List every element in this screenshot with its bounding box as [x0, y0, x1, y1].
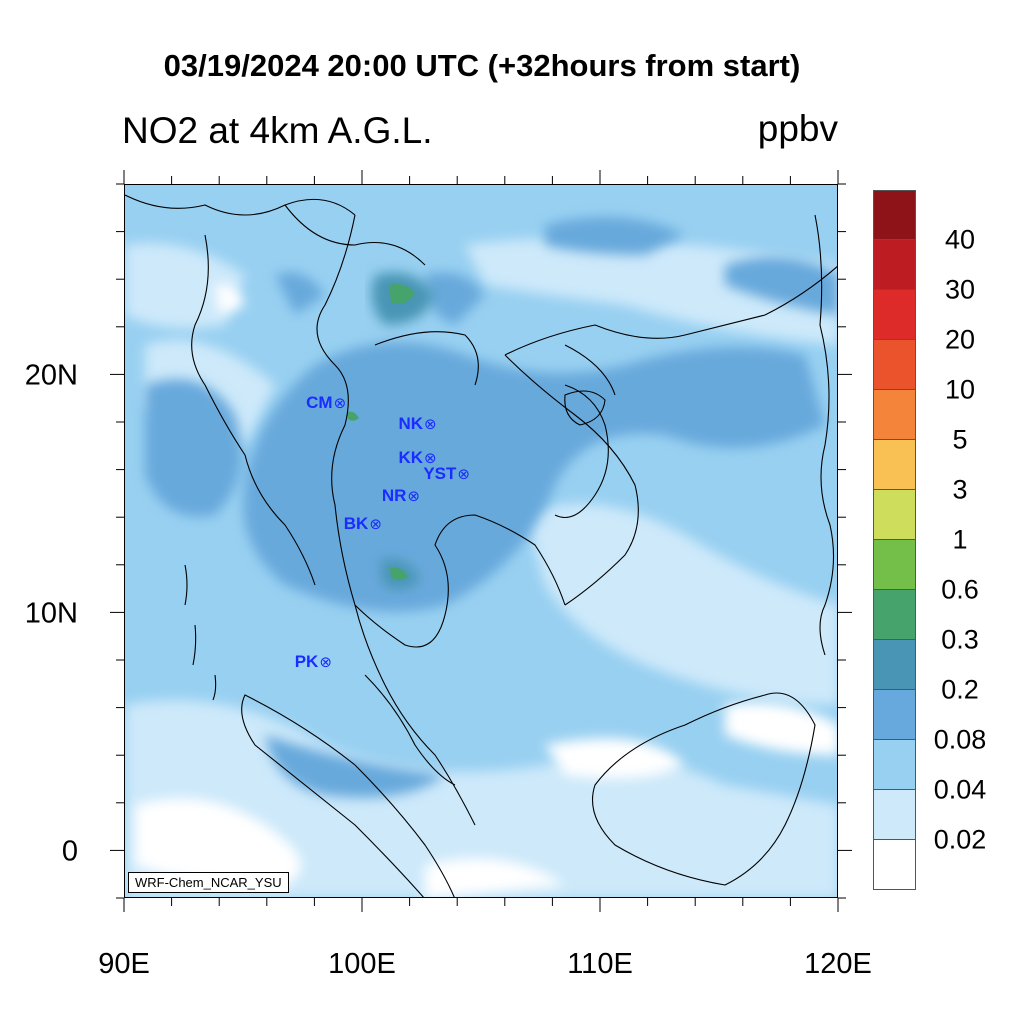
station-label: BK	[343, 514, 369, 534]
model-credit: WRF-Chem_NCAR_YSU	[128, 872, 289, 893]
colorbar-label: 20	[944, 324, 976, 355]
colorbar-box	[873, 640, 916, 690]
colorbar-label: 1	[952, 524, 968, 555]
colorbar-box	[873, 240, 916, 290]
colorbar-label: 0.04	[933, 774, 987, 805]
colorbar-label: 0.02	[933, 824, 987, 855]
x-tick-label: 100E	[328, 948, 396, 980]
x-tick-label: 90E	[98, 948, 150, 980]
x-tick-label: 120E	[804, 948, 872, 980]
colorbar-box	[873, 740, 916, 790]
colorbar-box	[873, 840, 916, 890]
concentration-field	[125, 185, 837, 897]
station-symbol-icon: ⊗	[319, 654, 332, 672]
colorbar-box	[873, 340, 916, 390]
colorbar-box	[873, 440, 916, 490]
station-marker: YST ⊗	[423, 464, 470, 484]
colorbar-box	[873, 390, 916, 440]
map-title: 03/19/2024 20:00 UTC (+32hours from star…	[163, 48, 801, 83]
colorbar-label: 10	[944, 374, 976, 405]
station-marker: KK ⊗	[398, 448, 436, 468]
colorbar-box	[873, 190, 916, 240]
colorbar-box	[873, 590, 916, 640]
station-marker: NK ⊗	[398, 414, 436, 434]
station-label: PK	[294, 652, 319, 672]
station-symbol-icon: ⊗	[424, 416, 437, 434]
colorbar-label: 0.2	[941, 674, 979, 705]
station-marker: CM ⊗	[306, 393, 346, 413]
colorbar-box	[873, 490, 916, 540]
station-symbol-icon: ⊗	[457, 466, 470, 484]
station-symbol-icon: ⊗	[424, 449, 437, 467]
units-label: ppbv	[757, 108, 838, 149]
colorbar-box	[873, 290, 916, 340]
y-tick-label: 10N	[24, 597, 78, 630]
station-symbol-icon: ⊗	[407, 487, 420, 505]
station-label: YST	[423, 464, 457, 484]
colorbar-box	[873, 690, 916, 740]
y-tick-label: 20N	[24, 359, 78, 392]
colorbar-label: 0.3	[941, 624, 979, 655]
colorbar-label: 40	[944, 224, 976, 255]
variable-label: NO2 at 4km A.G.L.	[122, 110, 433, 151]
map-panel	[124, 184, 838, 898]
y-tick-label: 0	[61, 835, 78, 868]
colorbar	[873, 190, 916, 890]
station-label: NK	[398, 414, 424, 434]
station-marker: PK ⊗	[295, 652, 332, 672]
colorbar-label: 0.08	[933, 724, 987, 755]
station-symbol-icon: ⊗	[333, 394, 347, 412]
station-symbol-icon: ⊗	[369, 516, 382, 534]
station-label: KK	[398, 447, 424, 467]
colorbar-label: 30	[944, 274, 976, 305]
station-label: NR	[381, 485, 407, 505]
colorbar-box	[873, 790, 916, 840]
station-marker: NR ⊗	[382, 486, 420, 506]
station-label: CM	[306, 392, 333, 412]
station-marker: BK ⊗	[344, 514, 382, 534]
colorbar-label: 0.6	[941, 574, 979, 605]
colorbar-label: 5	[952, 424, 968, 455]
x-tick-label: 110E	[567, 948, 633, 980]
colorbar-label: 3	[952, 474, 968, 505]
colorbar-box	[873, 540, 916, 590]
